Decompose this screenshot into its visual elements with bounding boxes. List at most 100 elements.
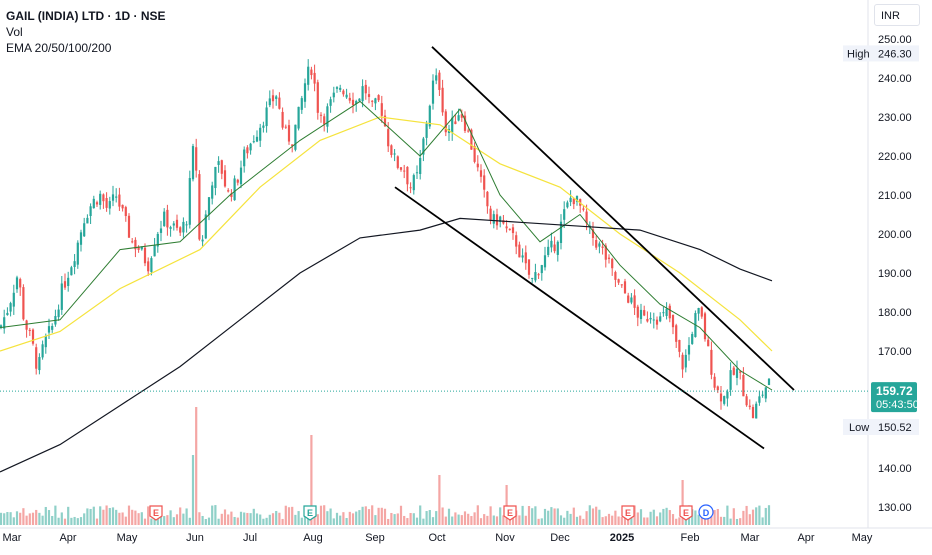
price-tick-label: 240.00 <box>878 73 912 85</box>
volume-bar <box>463 511 467 525</box>
candle-body <box>102 194 105 202</box>
candle-body <box>227 190 230 192</box>
candle-body <box>233 178 236 201</box>
volume-bar <box>582 518 585 525</box>
candle-body <box>3 317 6 329</box>
volume-bar <box>649 511 652 525</box>
volume-bar <box>105 505 108 525</box>
volume-bar <box>25 515 28 525</box>
currency-selector[interactable]: INR <box>874 4 920 26</box>
candle-body <box>639 309 643 319</box>
volume-bar <box>534 506 537 525</box>
volume-bar <box>575 516 579 525</box>
volume-bar <box>435 511 438 525</box>
candle-body <box>297 106 300 129</box>
volume-bar <box>764 507 767 525</box>
volume-bar <box>342 512 345 525</box>
candle-body <box>627 295 630 303</box>
dividend-marker-label: D <box>703 508 710 518</box>
volume-bar <box>163 516 166 525</box>
candle-body <box>623 281 627 294</box>
candle-body <box>649 317 652 320</box>
candle-body <box>655 319 659 325</box>
volume-bar <box>614 510 617 525</box>
candle-body <box>169 227 172 229</box>
ema-indicator-label[interactable]: EMA 20/50/100/200 <box>6 41 112 55</box>
volume-bar <box>457 514 460 525</box>
candle-body <box>9 303 12 312</box>
candle-body <box>428 105 431 127</box>
candle-body <box>51 325 54 330</box>
volume-bar <box>745 505 748 525</box>
candle-body <box>239 167 243 185</box>
candle-body <box>156 233 159 247</box>
volume-bar <box>707 516 710 525</box>
candle-body <box>422 138 425 155</box>
volume-bar <box>35 509 38 525</box>
candle-body <box>636 306 639 318</box>
time-tick-label: May <box>852 532 873 544</box>
volume-bar <box>188 517 191 525</box>
volume-bar <box>377 507 380 525</box>
candle-body <box>604 245 607 260</box>
candle-body <box>95 202 99 205</box>
candle-body <box>195 147 198 171</box>
volume-bar <box>323 505 326 525</box>
volume-bar <box>591 508 595 525</box>
candle-body <box>700 307 703 317</box>
volume-bar <box>143 518 147 525</box>
ema-50-line <box>0 116 773 352</box>
earnings-marker <box>149 505 163 521</box>
volume-bar <box>739 518 742 525</box>
volume-bar <box>220 513 223 525</box>
volume-bar <box>678 517 681 525</box>
volume-bar <box>284 505 287 525</box>
candle-body <box>111 194 115 201</box>
volume-bar <box>527 506 531 525</box>
candle-body <box>83 223 86 237</box>
candle-body <box>198 174 201 240</box>
candle-body <box>399 167 403 170</box>
candle-body <box>220 160 223 174</box>
volume-indicator-label[interactable]: Vol <box>6 25 23 39</box>
volume-bar <box>611 515 614 525</box>
volume-bar <box>623 516 627 525</box>
earnings-marker-label: E <box>307 508 313 518</box>
volume-bar <box>396 513 399 525</box>
volume-bar <box>556 508 559 525</box>
candle-body <box>767 378 771 385</box>
volume-bar <box>38 512 41 525</box>
candle-body <box>431 80 435 104</box>
volume-bar <box>431 517 435 525</box>
candle-body <box>742 374 745 397</box>
volume-bar <box>63 518 67 525</box>
candle-body <box>57 309 60 318</box>
candle-body <box>278 97 281 109</box>
candle-body <box>601 246 604 248</box>
high-marker-box <box>843 45 919 62</box>
candle-body <box>643 310 646 316</box>
candle-body <box>60 283 63 310</box>
time-tick-label: May <box>117 532 138 544</box>
volume-bar <box>150 518 153 525</box>
volume-bar <box>313 515 316 525</box>
volume-bar <box>291 506 294 525</box>
candle-body <box>127 215 131 238</box>
last-price-value: 159.72 <box>876 384 913 398</box>
volume-bar <box>217 518 220 525</box>
candle-body <box>291 144 294 146</box>
candle-body <box>134 239 137 250</box>
candle-body <box>252 141 255 143</box>
volume-bar <box>214 505 217 525</box>
symbol-title[interactable]: GAIL (INDIA) LTD · 1D · NSE <box>6 9 166 23</box>
candle-body <box>479 170 483 177</box>
candle-body <box>188 178 191 225</box>
candle-body <box>12 292 15 307</box>
volume-bar <box>15 511 19 525</box>
volume-bar <box>287 507 291 525</box>
candle-body <box>214 166 217 189</box>
candle-body <box>249 143 252 151</box>
volume-bar <box>697 514 700 525</box>
